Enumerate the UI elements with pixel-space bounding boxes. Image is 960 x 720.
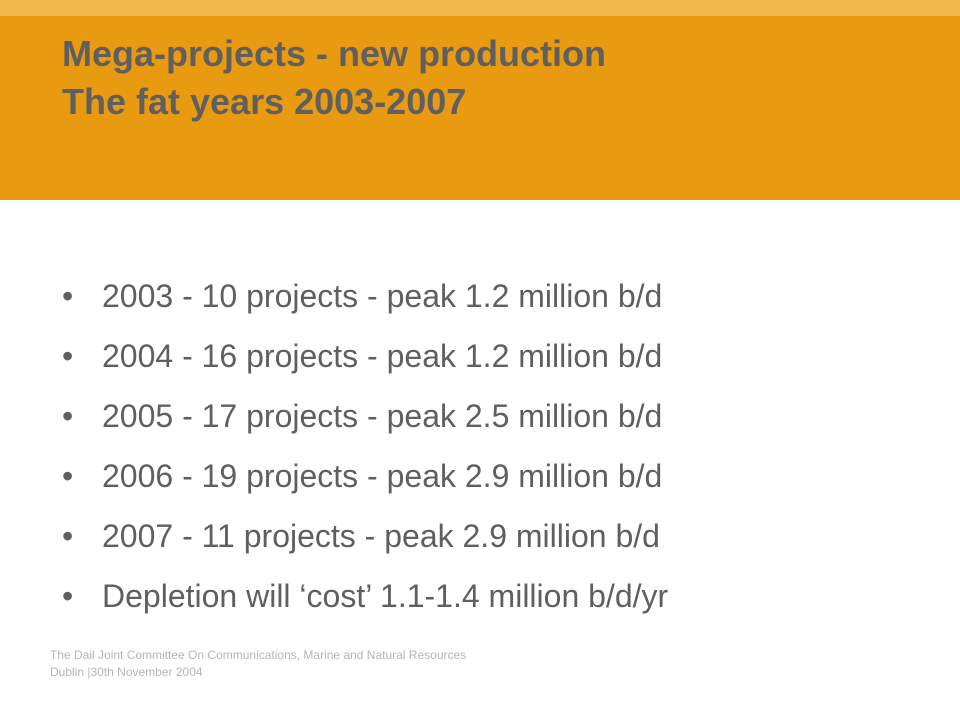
bullet-list: • 2003 - 10 projects - peak 1.2 million b… xyxy=(62,266,668,626)
header-top-strip xyxy=(0,0,960,16)
header-band xyxy=(0,16,960,200)
bullet-item: • Depletion will ‘cost’ 1.1-1.4 million b… xyxy=(62,566,668,626)
bullet-text: 2007 - 11 projects - peak 2.9 million b/… xyxy=(102,518,660,554)
bullet-text: 2003 - 10 projects - peak 1.2 million b/… xyxy=(102,278,663,314)
footer-date: Dublin |30th November 2004 xyxy=(50,665,203,679)
bullet-text: 2005 - 17 projects - peak 2.5 million b/… xyxy=(102,398,663,434)
bullet-dot: • xyxy=(62,338,74,374)
slide-title-line-1: Mega-projects - new production xyxy=(62,33,607,74)
bullet-item: • 2004 - 16 projects - peak 1.2 million b… xyxy=(62,326,668,386)
bullet-dot: • xyxy=(62,458,74,494)
slide-title: Mega-projects - new production The fat y… xyxy=(62,30,606,126)
bullet-dot: • xyxy=(62,398,74,434)
bullet-text: Depletion will ‘cost’ 1.1-1.4 million b/… xyxy=(102,578,669,614)
footer: The Dail Joint Committee On Communicatio… xyxy=(50,647,466,681)
bullet-dot: • xyxy=(62,518,74,554)
bullet-text: 2004 - 16 projects - peak 1.2 million b/… xyxy=(102,338,663,374)
bullet-dot: • xyxy=(62,578,74,614)
bullet-text: 2006 - 19 projects - peak 2.9 million b/… xyxy=(102,458,663,494)
footer-committee: The Dail Joint Committee On Communicatio… xyxy=(50,648,467,662)
bullet-item: • 2005 - 17 projects - peak 2.5 million b… xyxy=(62,386,668,446)
bullet-item: • 2006 - 19 projects - peak 2.9 million b… xyxy=(62,446,668,506)
slide-title-line-2: The fat years 2003-2007 xyxy=(62,81,467,122)
bullet-item: • 2003 - 10 projects - peak 1.2 million b… xyxy=(62,266,668,326)
bullet-dot: • xyxy=(62,278,74,314)
bullet-item: • 2007 - 11 projects - peak 2.9 million b… xyxy=(62,506,668,566)
